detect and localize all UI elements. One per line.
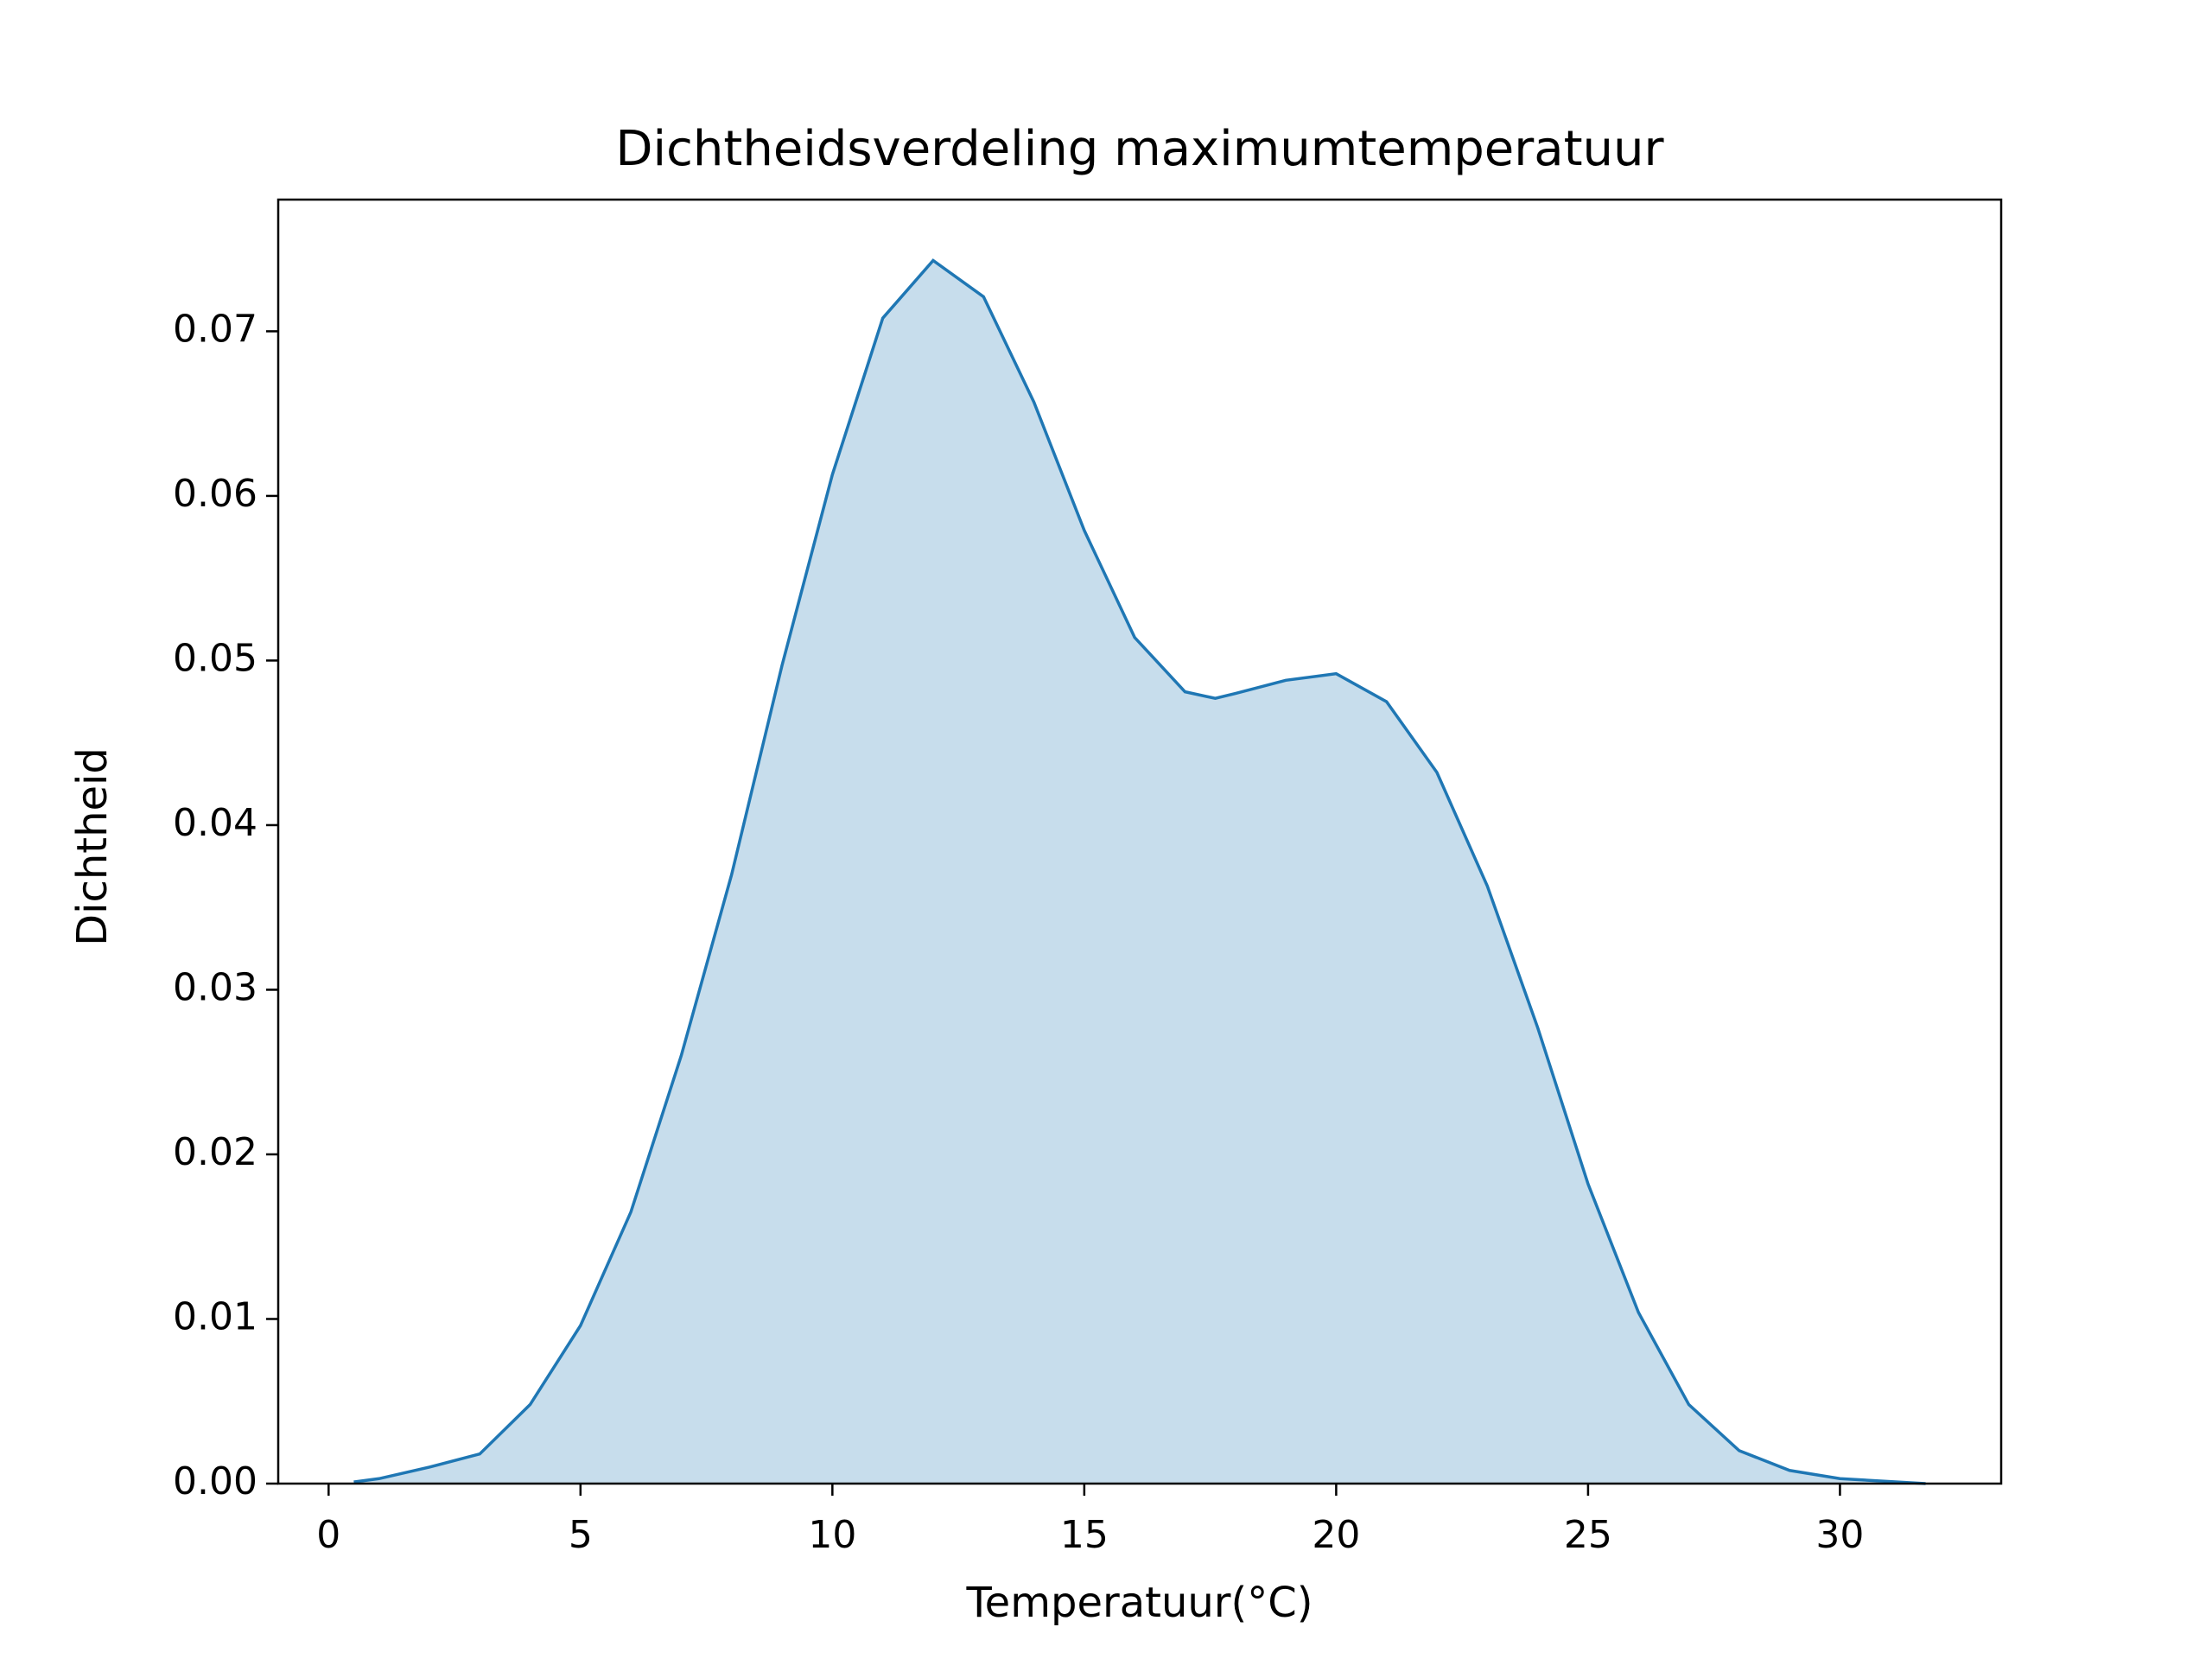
x-tick-label: 10 bbox=[808, 1513, 856, 1557]
x-tick-label: 30 bbox=[1815, 1513, 1864, 1557]
x-axis-label: Temperatuur(°C) bbox=[966, 1579, 1313, 1627]
y-tick-label: 0.04 bbox=[173, 801, 257, 845]
y-tick-label: 0.06 bbox=[173, 472, 257, 516]
y-tick-label: 0.02 bbox=[173, 1130, 257, 1174]
y-tick-label: 0.07 bbox=[173, 307, 257, 351]
x-tick-label: 5 bbox=[569, 1513, 593, 1557]
chart-title: Dichtheidsverdeling maximumtemperatuur bbox=[615, 121, 1664, 177]
y-tick-label: 0.05 bbox=[173, 636, 257, 680]
x-tick-label: 25 bbox=[1564, 1513, 1612, 1557]
y-tick-label: 0.00 bbox=[173, 1459, 257, 1503]
y-axis-label: Dichtheid bbox=[68, 747, 117, 946]
x-tick-label: 15 bbox=[1060, 1513, 1109, 1557]
y-tick-label: 0.03 bbox=[173, 965, 257, 1009]
x-tick-label: 20 bbox=[1312, 1513, 1360, 1557]
density-line bbox=[353, 258, 1926, 1485]
density-area bbox=[353, 260, 1926, 1484]
x-tick-label: 0 bbox=[316, 1513, 340, 1557]
y-tick-label: 0.01 bbox=[173, 1294, 257, 1338]
plot-frame bbox=[276, 198, 2003, 1485]
